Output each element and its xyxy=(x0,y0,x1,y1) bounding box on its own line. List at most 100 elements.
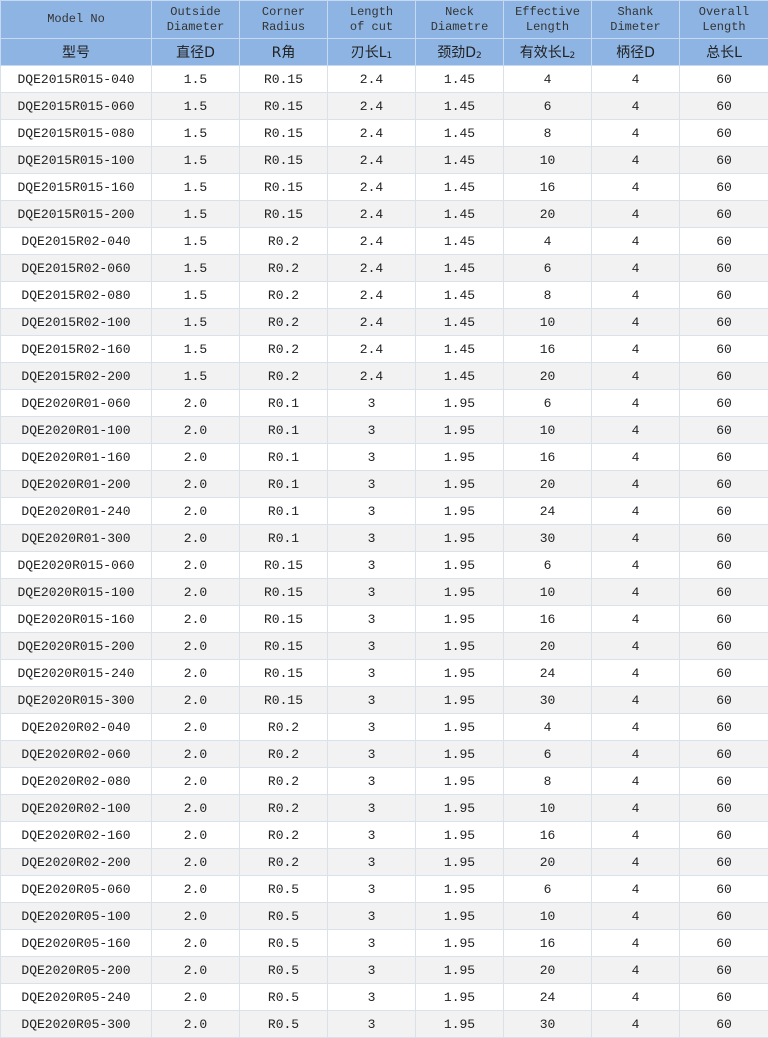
header-cn-label: 直径D xyxy=(176,45,215,61)
cell-corner-radius: R0.1 xyxy=(240,525,328,552)
cell-effective-length: 16 xyxy=(504,174,592,201)
cell-model-no: DQE2020R02-040 xyxy=(1,714,152,741)
cell-model-no: DQE2015R015-160 xyxy=(1,174,152,201)
cell-neck-diameter: 1.95 xyxy=(416,903,504,930)
cell-overall-length: 60 xyxy=(680,174,768,201)
cell-overall-length: 60 xyxy=(680,201,768,228)
cell-outside-diameter: 2.0 xyxy=(152,498,240,525)
cell-effective-length: 30 xyxy=(504,1011,592,1038)
cell-corner-radius: R0.15 xyxy=(240,660,328,687)
cell-corner-radius: R0.15 xyxy=(240,120,328,147)
cell-neck-diameter: 1.45 xyxy=(416,174,504,201)
header-cn-subscript: 1 xyxy=(387,51,393,61)
cell-outside-diameter: 2.0 xyxy=(152,984,240,1011)
cell-overall-length: 60 xyxy=(680,687,768,714)
cell-corner-radius: R0.15 xyxy=(240,93,328,120)
cell-shank-diameter: 4 xyxy=(592,795,680,822)
cell-length-of-cut: 2.4 xyxy=(328,228,416,255)
cell-corner-radius: R0.15 xyxy=(240,552,328,579)
cell-neck-diameter: 1.95 xyxy=(416,687,504,714)
cell-outside-diameter: 1.5 xyxy=(152,93,240,120)
cell-outside-diameter: 2.0 xyxy=(152,930,240,957)
cell-shank-diameter: 4 xyxy=(592,309,680,336)
cell-neck-diameter: 1.95 xyxy=(416,714,504,741)
cell-corner-radius: R0.2 xyxy=(240,768,328,795)
cell-overall-length: 60 xyxy=(680,255,768,282)
cell-shank-diameter: 4 xyxy=(592,579,680,606)
cell-corner-radius: R0.5 xyxy=(240,930,328,957)
cell-neck-diameter: 1.95 xyxy=(416,957,504,984)
cell-model-no: DQE2015R015-040 xyxy=(1,66,152,93)
cell-length-of-cut: 3 xyxy=(328,417,416,444)
cell-outside-diameter: 2.0 xyxy=(152,1011,240,1038)
cell-shank-diameter: 4 xyxy=(592,768,680,795)
cell-outside-diameter: 2.0 xyxy=(152,903,240,930)
cell-overall-length: 60 xyxy=(680,228,768,255)
cell-length-of-cut: 3 xyxy=(328,768,416,795)
cell-model-no: DQE2020R02-100 xyxy=(1,795,152,822)
cell-outside-diameter: 2.0 xyxy=(152,957,240,984)
header-model-no: Model No xyxy=(1,1,152,39)
cell-length-of-cut: 3 xyxy=(328,390,416,417)
header-shank-diameter: Shank Dimeter xyxy=(592,1,680,39)
cell-outside-diameter: 2.0 xyxy=(152,633,240,660)
cell-length-of-cut: 3 xyxy=(328,876,416,903)
cell-corner-radius: R0.2 xyxy=(240,282,328,309)
cell-overall-length: 60 xyxy=(680,525,768,552)
cell-corner-radius: R0.5 xyxy=(240,903,328,930)
cell-neck-diameter: 1.95 xyxy=(416,498,504,525)
cell-shank-diameter: 4 xyxy=(592,93,680,120)
cell-corner-radius: R0.2 xyxy=(240,822,328,849)
cell-neck-diameter: 1.45 xyxy=(416,147,504,174)
cell-effective-length: 20 xyxy=(504,471,592,498)
cell-outside-diameter: 2.0 xyxy=(152,444,240,471)
cell-effective-length: 4 xyxy=(504,228,592,255)
cell-outside-diameter: 1.5 xyxy=(152,147,240,174)
cell-length-of-cut: 3 xyxy=(328,606,416,633)
cell-model-no: DQE2015R02-200 xyxy=(1,363,152,390)
cell-overall-length: 60 xyxy=(680,606,768,633)
header-cn-overall-length: 总长L xyxy=(680,39,768,66)
cell-outside-diameter: 1.5 xyxy=(152,309,240,336)
cell-shank-diameter: 4 xyxy=(592,363,680,390)
cell-overall-length: 60 xyxy=(680,1011,768,1038)
cell-neck-diameter: 1.95 xyxy=(416,579,504,606)
cell-model-no: DQE2015R015-100 xyxy=(1,147,152,174)
cell-overall-length: 60 xyxy=(680,930,768,957)
cell-model-no: DQE2015R015-060 xyxy=(1,93,152,120)
cell-length-of-cut: 3 xyxy=(328,471,416,498)
cell-corner-radius: R0.2 xyxy=(240,363,328,390)
cell-model-no: DQE2020R015-200 xyxy=(1,633,152,660)
cell-effective-length: 16 xyxy=(504,336,592,363)
cell-neck-diameter: 1.45 xyxy=(416,201,504,228)
cell-shank-diameter: 4 xyxy=(592,417,680,444)
cell-model-no: DQE2020R015-240 xyxy=(1,660,152,687)
cell-length-of-cut: 3 xyxy=(328,525,416,552)
cell-effective-length: 10 xyxy=(504,795,592,822)
cell-corner-radius: R0.15 xyxy=(240,66,328,93)
cell-effective-length: 30 xyxy=(504,525,592,552)
cell-outside-diameter: 2.0 xyxy=(152,849,240,876)
cell-outside-diameter: 2.0 xyxy=(152,741,240,768)
cell-outside-diameter: 1.5 xyxy=(152,201,240,228)
cell-neck-diameter: 1.95 xyxy=(416,876,504,903)
cell-effective-length: 6 xyxy=(504,93,592,120)
cell-outside-diameter: 1.5 xyxy=(152,336,240,363)
cell-length-of-cut: 3 xyxy=(328,741,416,768)
cell-model-no: DQE2020R05-300 xyxy=(1,1011,152,1038)
cell-model-no: DQE2020R05-240 xyxy=(1,984,152,1011)
cell-effective-length: 6 xyxy=(504,552,592,579)
cell-outside-diameter: 2.0 xyxy=(152,714,240,741)
cell-overall-length: 60 xyxy=(680,903,768,930)
